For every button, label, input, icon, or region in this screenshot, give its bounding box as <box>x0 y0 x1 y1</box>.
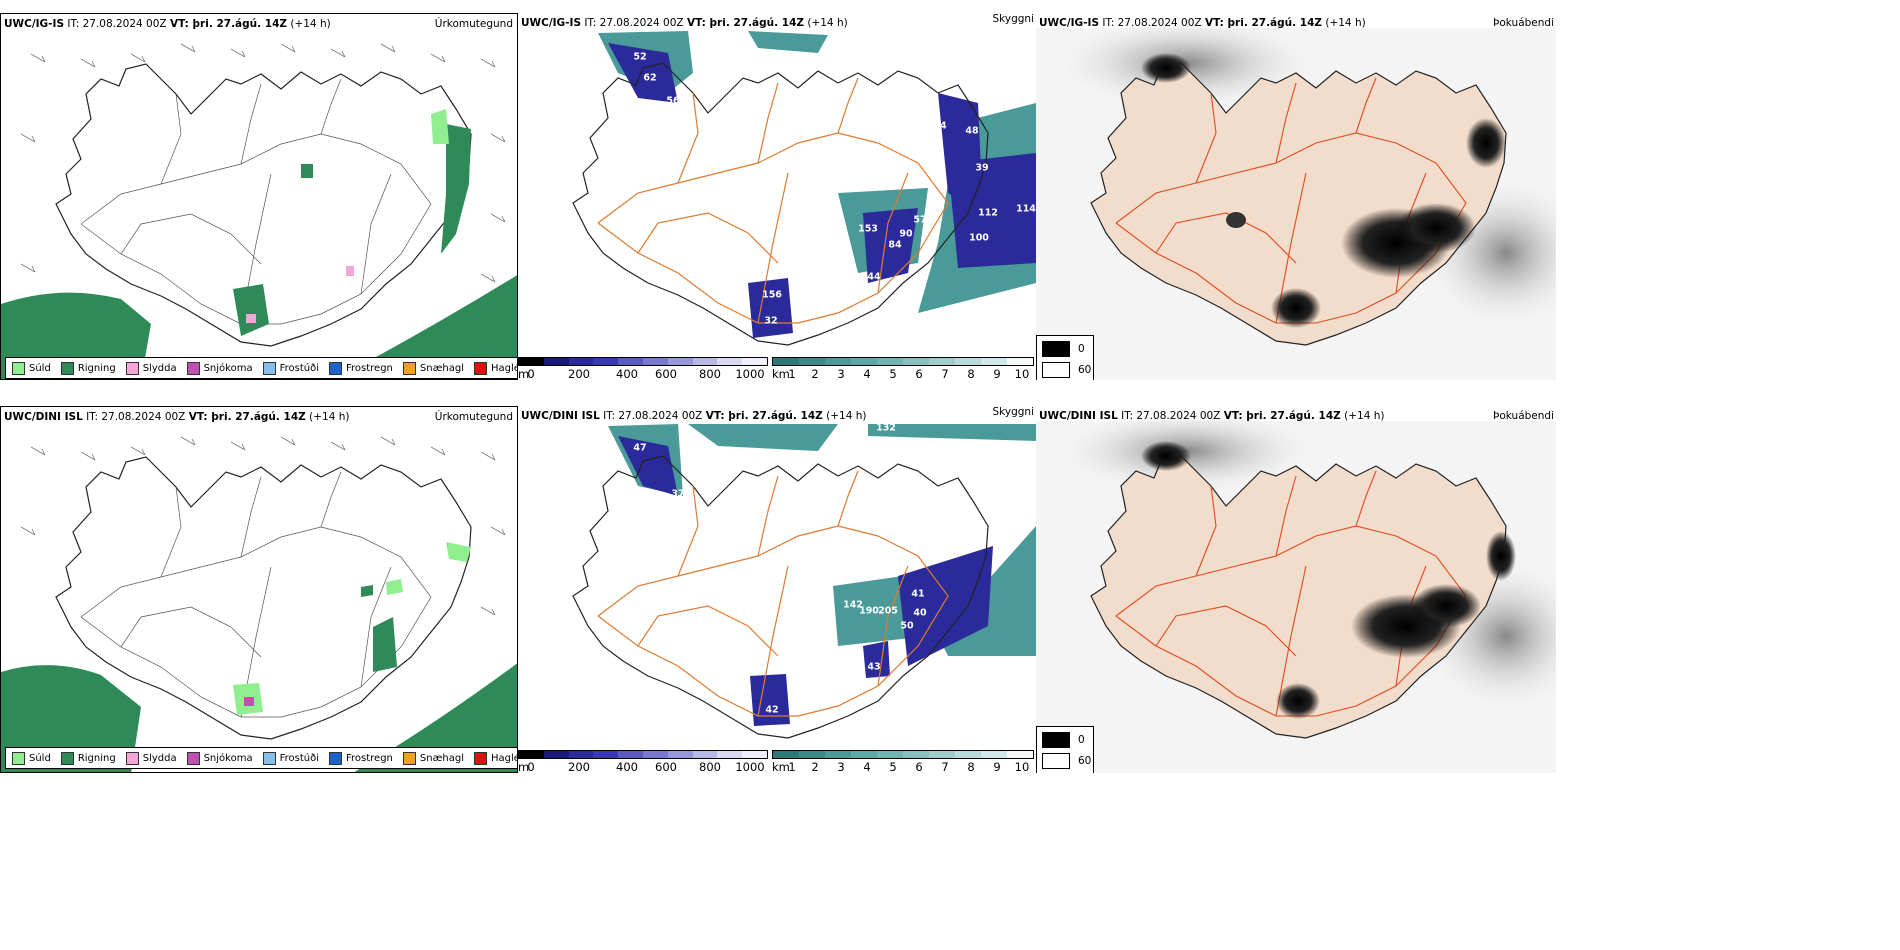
height-tick: 400 <box>616 760 638 773</box>
vis-tick: 2 <box>811 760 819 773</box>
cloud-value: 56 <box>666 95 680 107</box>
cloud-value: 44 <box>867 271 881 283</box>
height-tick: 1000 <box>735 760 765 773</box>
height-colorbar-top: m 0 200 400 600 800 1000 <box>518 357 768 380</box>
fog-legend-bottom: 0 60 <box>1036 726 1094 773</box>
height-tick: 1000 <box>735 367 765 380</box>
fog-legend-top: 0 60 <box>1036 335 1094 380</box>
vis-colorbar-bottom: km 1 2 3 4 5 6 7 8 9 10 <box>772 750 1034 773</box>
height-tick: 200 <box>568 367 590 380</box>
vis-tick: 2 <box>811 367 819 380</box>
vis-tick: 7 <box>941 760 949 773</box>
vis-tick: 9 <box>993 760 1001 773</box>
vis-tick: 4 <box>863 367 871 380</box>
height-tick: 600 <box>655 367 677 380</box>
precip-map-bottom <box>1 436 517 772</box>
cloud-value: 37 <box>671 488 685 500</box>
vis-unit: km <box>772 760 790 773</box>
height-unit: m <box>518 760 530 773</box>
vis-tick: 9 <box>993 367 1001 380</box>
vis-tick: 5 <box>889 760 897 773</box>
vis-colorbar-top: km 1 2 3 4 5 6 7 8 9 10 <box>772 357 1034 380</box>
fog-map-bottom <box>1036 406 1556 773</box>
cloud-map-top <box>572 31 1036 346</box>
vis-tick: 8 <box>967 760 975 773</box>
cloud-value: 40 <box>913 607 927 619</box>
cloud-value: 42 <box>765 704 779 716</box>
vis-tick: 7 <box>941 367 949 380</box>
vis-tick: 1 <box>788 760 796 773</box>
cloud-value: 112 <box>978 207 998 219</box>
cloud-value: 84 <box>888 239 902 251</box>
height-tick: 200 <box>568 760 590 773</box>
vis-tick: 5 <box>889 367 897 380</box>
precip-label-bottom: Úrkomutegund <box>434 411 513 423</box>
vis-tick: 4 <box>863 760 871 773</box>
height-tick: 0 <box>527 760 535 773</box>
cloud-value: 205 <box>878 605 898 617</box>
cloud-panel-top: UWC/IG-IS IT: 27.08.2024 00Z VT: þri. 27… <box>518 13 1036 380</box>
cloud-map-bottom <box>572 424 1036 739</box>
vis-unit: km <box>772 367 790 380</box>
fog-title-bottom: UWC/DINI ISL IT: 27.08.2024 00Z VT: þri.… <box>1039 410 1385 422</box>
cloud-value: 52 <box>633 51 647 63</box>
cloud-value: 50 <box>900 620 914 632</box>
precip-label-top: Úrkomutegund <box>434 18 513 30</box>
cloud-value: 90 <box>899 228 913 240</box>
cloud-value: 57 <box>913 214 927 226</box>
cloud-value: 32 <box>764 315 778 327</box>
height-colorbar-bottom: m 0 200 400 600 800 1000 <box>518 750 768 773</box>
cloud-value: 41 <box>911 588 925 600</box>
cloud-title-bottom: UWC/DINI ISL IT: 27.08.2024 00Z VT: þri.… <box>521 410 867 422</box>
fog-title-top: UWC/IG-IS IT: 27.08.2024 00Z VT: þri. 27… <box>1039 17 1366 29</box>
cloud-value: 48 <box>809 144 823 156</box>
height-tick: 800 <box>699 760 721 773</box>
precip-title-bottom: UWC/DINI ISL IT: 27.08.2024 00Z VT: þri.… <box>4 411 350 423</box>
fog-label-bottom: Þokuábendi <box>1493 410 1554 422</box>
fog-label-top: Þokuábendi <box>1493 17 1554 29</box>
fog-panel-bottom: UWC/DINI ISL IT: 27.08.2024 00Z VT: þri.… <box>1036 406 1556 773</box>
height-tick: 800 <box>699 367 721 380</box>
cloud-panel-bottom: UWC/DINI ISL IT: 27.08.2024 00Z VT: þri.… <box>518 406 1036 773</box>
fog-map-top <box>1036 13 1556 380</box>
vis-tick: 3 <box>837 760 845 773</box>
vis-tick: 10 <box>1014 367 1030 380</box>
height-tick: 400 <box>616 367 638 380</box>
cloud-title-top: UWC/IG-IS IT: 27.08.2024 00Z VT: þri. 27… <box>521 17 848 29</box>
height-unit: m <box>518 367 530 380</box>
vis-tick: 6 <box>915 760 923 773</box>
cloud-value: 34 <box>933 120 947 132</box>
height-tick: 0 <box>527 367 535 380</box>
vis-tick: 8 <box>967 367 975 380</box>
cloud-label-bottom: Skyggni <box>992 406 1035 418</box>
cloud-value: 142 <box>843 599 863 611</box>
cloud-value: 153 <box>858 223 878 235</box>
vis-tick: 6 <box>915 367 923 380</box>
cloud-value: 39 <box>975 162 989 174</box>
cloud-value: 47 <box>633 442 647 454</box>
precip-legend-bottom: Súld Rigning Slydda Snjókoma Frostúði Fr… <box>5 747 517 769</box>
cloud-value: 156 <box>762 289 782 301</box>
cloud-value: 43 <box>867 661 881 673</box>
cloud-value: 114 <box>1016 203 1036 215</box>
cloud-value: 132 <box>876 422 896 434</box>
precip-panel-top: UWC/IG-IS IT: 27.08.2024 00Z VT: þri. 27… <box>0 13 518 380</box>
vis-tick: 10 <box>1014 760 1030 773</box>
precip-panel-bottom: UWC/DINI ISL IT: 27.08.2024 00Z VT: þri.… <box>0 406 518 773</box>
fog-panel-top: UWC/IG-IS IT: 27.08.2024 00Z VT: þri. 27… <box>1036 13 1556 380</box>
cloud-value: 100 <box>969 232 989 244</box>
cloud-value: 62 <box>643 72 657 84</box>
precip-title-top: UWC/IG-IS IT: 27.08.2024 00Z VT: þri. 27… <box>4 18 331 30</box>
height-tick: 600 <box>655 760 677 773</box>
cloud-value: 48 <box>965 125 979 137</box>
precip-map-top <box>1 43 517 379</box>
precip-legend-top: Súld Rigning Slydda Snjókoma Frostúði Fr… <box>5 357 517 379</box>
cloud-label-top: Skyggni <box>992 13 1035 25</box>
vis-tick: 1 <box>788 367 796 380</box>
cloud-value: 190 <box>859 605 879 617</box>
vis-tick: 3 <box>837 367 845 380</box>
